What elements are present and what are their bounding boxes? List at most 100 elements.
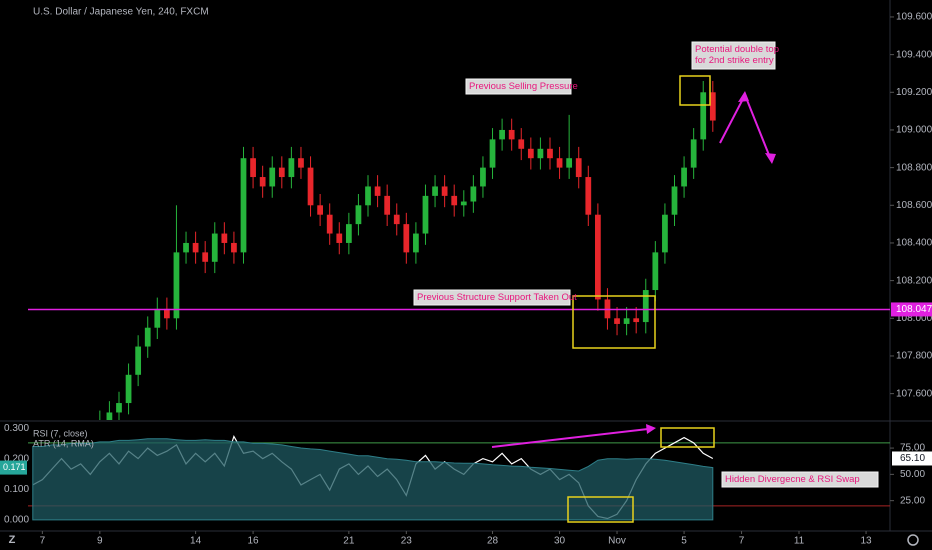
x-tick-label: 30 (554, 536, 566, 547)
annotation-text: Hidden Divergecne & RSI Swap (725, 474, 860, 485)
y-tick-label: 108.600 (896, 200, 932, 211)
candle-body (269, 167, 276, 187)
candle-body (480, 167, 486, 187)
candle-body (365, 186, 371, 206)
overlay: Z 7 9 14 16 21 23 28 30 Nov 5 7 11 13 107.600 107.800 1… (0, 12, 932, 547)
annotation-box (413, 289, 571, 306)
atr-tick-label: 0.200 (4, 453, 29, 464)
price-badge-label: 108.047 (896, 304, 932, 315)
candle-body (144, 327, 151, 347)
rsi-tick-label: 25.00 (900, 495, 925, 506)
candle-body (116, 403, 122, 413)
x-tick-label: 7 (40, 536, 46, 547)
candle-body (250, 158, 256, 178)
x-tick-label: 21 (343, 536, 355, 547)
candle-body (432, 186, 438, 196)
x-tick-label: 7 (739, 536, 745, 547)
indicator-pane (28, 435, 890, 521)
highlight-box (572, 295, 656, 349)
candle-body (681, 167, 687, 187)
candle-body (662, 214, 668, 253)
candle-body (537, 148, 544, 159)
candle-body (183, 242, 189, 253)
rsi-badge-label: 65.10 (900, 453, 925, 464)
candle-body (633, 318, 640, 323)
arrow-head (738, 91, 749, 102)
candle-body (460, 201, 467, 206)
candle-body (288, 158, 295, 178)
atr-area (32, 438, 714, 521)
y-tick-label: 109.200 (896, 87, 932, 98)
candle-body (518, 139, 525, 149)
atr-tick-label: 0.300 (4, 423, 29, 434)
atr-tick-label: 0.000 (4, 515, 29, 526)
x-tick-label: 14 (190, 536, 202, 547)
annotation-box (691, 41, 776, 70)
atr-badge-label: 0.171 (3, 462, 26, 472)
candle-body (527, 148, 534, 159)
candle-body (173, 252, 180, 319)
divergence-arrow (491, 428, 649, 448)
x-tick-label: 16 (248, 536, 260, 547)
x-tick-label: 9 (97, 536, 103, 547)
candle-body (231, 242, 237, 253)
candle-body (384, 195, 391, 215)
candle-body (106, 412, 113, 420)
candle-body (451, 195, 458, 206)
settings-icon[interactable] (907, 534, 919, 546)
annotation-text: for 2nd strike entry (695, 55, 774, 66)
y-tick-label: 109.000 (896, 125, 932, 136)
x-tick-label: Nov (608, 536, 626, 547)
candle-body (690, 139, 697, 168)
annotation-text: Previous Structure Support Taken Out (417, 292, 577, 303)
annotation-box (465, 78, 572, 95)
logo-icon[interactable]: Z (9, 534, 16, 546)
chart-title: U.S. Dollar / Japanese Yen, 240, FXCM (33, 7, 209, 18)
rsi-tick-label: 75.00 (900, 443, 925, 454)
candle-body (614, 318, 620, 324)
x-tick-label: 13 (860, 536, 872, 547)
candle-body (164, 308, 170, 319)
y-tick-label: 109.400 (896, 49, 932, 60)
legend-entry: RSI (7, close) (33, 428, 88, 438)
candle-body (585, 177, 592, 215)
y-tick-label: 108.800 (896, 162, 932, 173)
candle-body (355, 205, 362, 225)
candle-body (345, 224, 352, 243)
candle-body (652, 252, 659, 291)
highlight-box (567, 496, 634, 523)
highlight-box (660, 427, 715, 448)
candle-body (278, 167, 285, 178)
arrow-head (646, 424, 656, 434)
annotation-text: Potential double top (695, 44, 779, 55)
highlight-box (679, 75, 711, 106)
y-tick-label: 107.800 (896, 351, 932, 362)
candle-body (508, 129, 515, 140)
candle-body (374, 186, 381, 196)
candle-body (307, 167, 314, 206)
annotation-box (721, 471, 879, 488)
candle-body (422, 195, 429, 234)
candle-body (556, 158, 563, 168)
annotation-text: Previous Selling Pressure (469, 81, 578, 92)
x-tick-label: 23 (401, 536, 413, 547)
candle-body (671, 186, 678, 215)
x-tick-label: 5 (681, 536, 687, 547)
candle-body (642, 290, 649, 323)
candle-body (575, 158, 582, 178)
candle-body (499, 129, 505, 140)
y-tick-label: 107.600 (896, 388, 932, 399)
legend-entry: ATR (14, RMA) (33, 438, 94, 448)
rsi-tick-label: 50.00 (900, 469, 925, 480)
y-tick-label: 108.200 (896, 275, 932, 286)
candle-body (259, 177, 266, 187)
y-tick-label: 109.600 (896, 12, 932, 23)
candle-body (125, 374, 132, 404)
candle-body (623, 318, 630, 324)
candle-body (403, 224, 410, 253)
candle-body (595, 214, 601, 300)
candle-body (154, 308, 161, 328)
rsi-badge (892, 451, 932, 466)
candle-body (709, 92, 716, 121)
candle-body (566, 158, 573, 168)
